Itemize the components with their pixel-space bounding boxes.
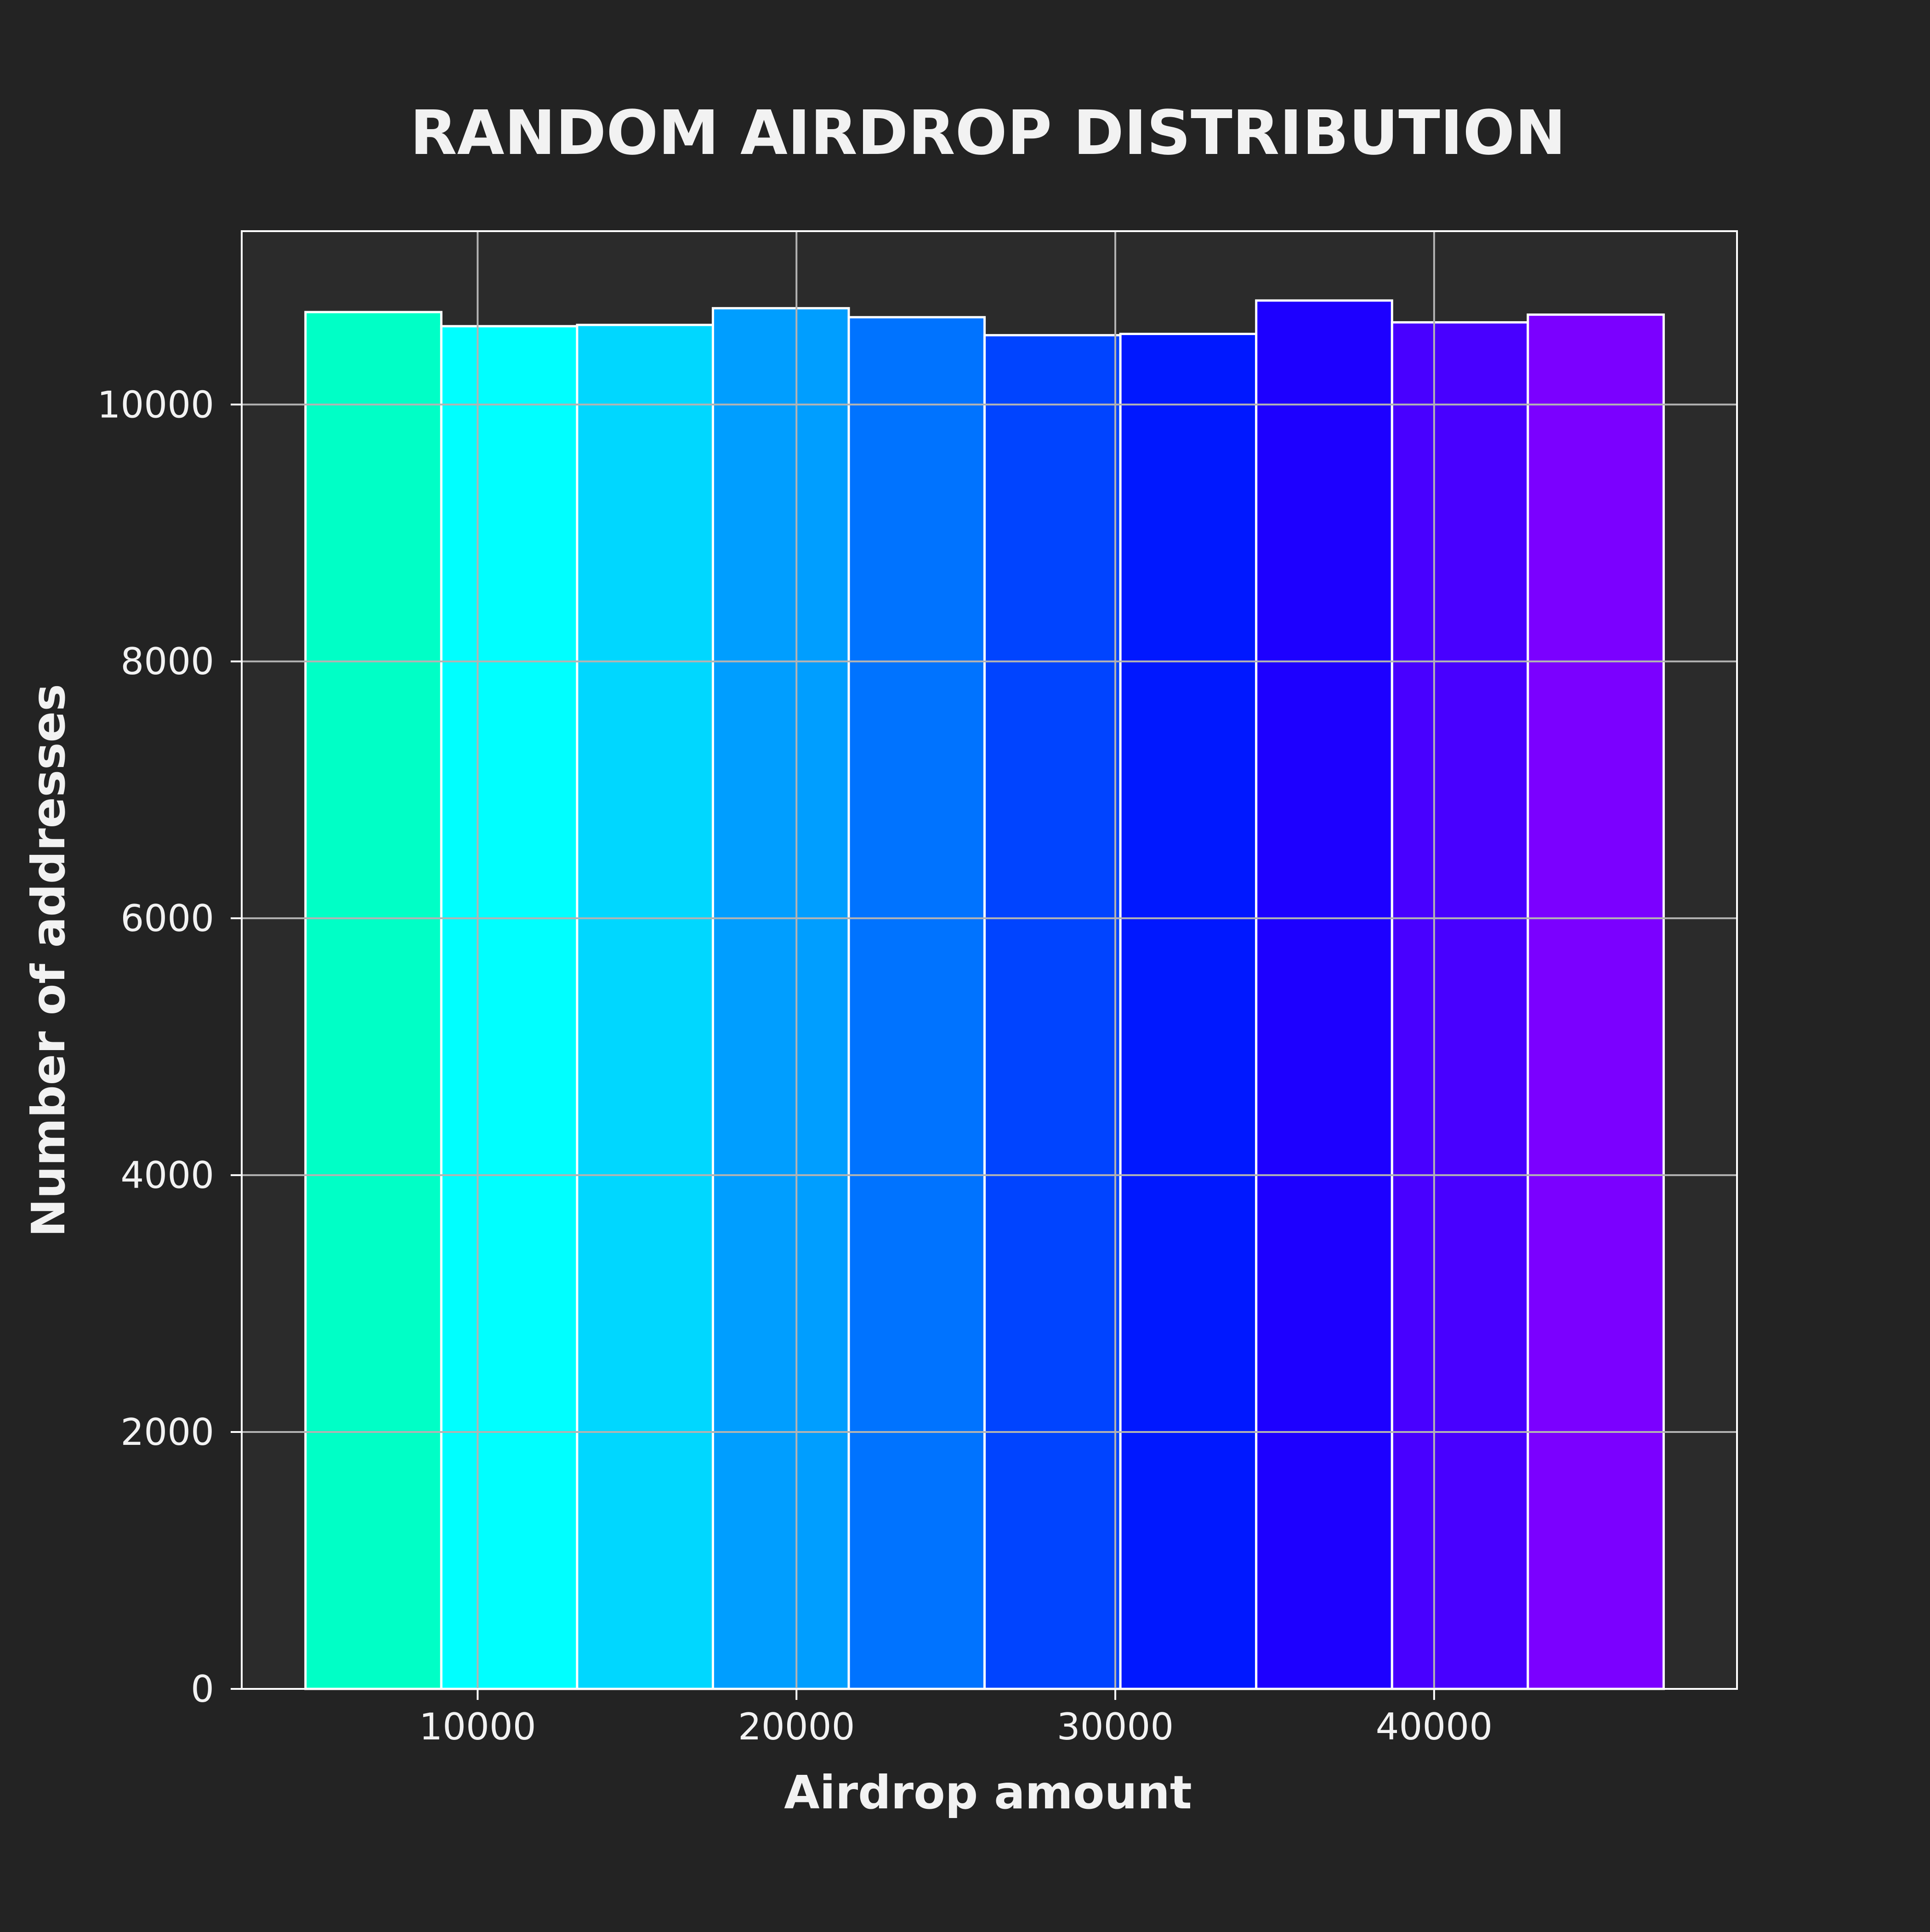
histogram-bar bbox=[847, 316, 986, 1690]
histogram-bar bbox=[304, 311, 443, 1690]
y-tick-label: 2000 bbox=[120, 1411, 214, 1454]
histogram-bar bbox=[1119, 333, 1258, 1690]
histogram-bar bbox=[1391, 321, 1529, 1690]
y-tick-label: 8000 bbox=[120, 640, 214, 683]
x-tick-label: 40000 bbox=[1376, 1705, 1493, 1748]
histogram-bar bbox=[576, 324, 714, 1690]
histogram-bar bbox=[1527, 313, 1665, 1690]
x-axis-label: Airdrop amount bbox=[784, 1766, 1192, 1819]
x-tick-label: 10000 bbox=[419, 1705, 536, 1748]
x-tick-label: 30000 bbox=[1057, 1705, 1174, 1748]
chart-title: RANDOM AIRDROP DISTRIBUTION bbox=[410, 98, 1566, 169]
bars-layer bbox=[304, 299, 1665, 1690]
ticks-layer: 10000 20000 30000 40000 0 2000 4000 6000 8000 100… bbox=[97, 383, 1493, 1748]
histogram-bar bbox=[440, 325, 579, 1690]
histogram-bar bbox=[711, 307, 850, 1690]
y-axis-label: Number of addresses bbox=[22, 684, 75, 1237]
histogram-bar bbox=[983, 334, 1122, 1690]
histogram-bar bbox=[1255, 299, 1393, 1690]
y-tick-label: 0 bbox=[191, 1668, 214, 1710]
y-tick-label: 10000 bbox=[97, 383, 215, 426]
y-tick-label: 4000 bbox=[120, 1154, 214, 1197]
y-tick-label: 6000 bbox=[120, 897, 214, 940]
plot-frame bbox=[241, 230, 1738, 1690]
x-tick-label: 20000 bbox=[738, 1705, 855, 1748]
